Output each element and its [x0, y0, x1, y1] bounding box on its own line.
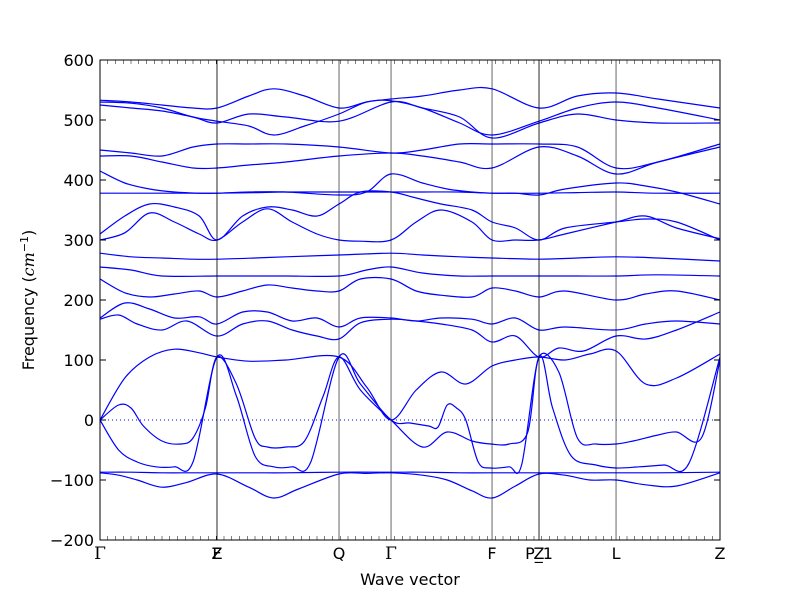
- y-tick-label-2: 0: [84, 411, 94, 430]
- x-axis-label: Wave vector: [360, 570, 460, 589]
- y-tick-label-3: 100: [63, 351, 94, 370]
- x-tick-label-2: F: [212, 544, 221, 563]
- phonon-branch-15: [99, 146, 721, 175]
- x-tick-label-7: Z: [534, 544, 545, 563]
- y-axis-label-suffix: ): [19, 230, 38, 236]
- phonon-branch-4: [99, 353, 721, 475]
- plot-frame: [99, 59, 721, 541]
- phonon-branch-5: [99, 348, 721, 421]
- phonon-branch-14: [99, 170, 721, 205]
- phonon-branch-18: [99, 86, 721, 110]
- series-lines: [99, 86, 721, 499]
- y-axis-label-unit: cm: [19, 252, 38, 276]
- x-tick-label-4: Γ: [385, 544, 397, 564]
- y-axis-label-prefix: Frequency (: [19, 276, 38, 370]
- y-tick-label-7: 500: [63, 111, 94, 130]
- x-tick-label-0: Γ: [94, 544, 106, 564]
- y-tick-label-8: 600: [63, 51, 94, 70]
- phonon-branch-12: [99, 190, 721, 241]
- phonon-branch-6: [99, 311, 721, 358]
- x-tick-label-8: L: [612, 544, 621, 563]
- x-tick-label-9: Z: [715, 544, 726, 563]
- x-tick-label-6: P_1: [525, 544, 553, 564]
- phonon-branch-7: [99, 302, 721, 331]
- y-axis-label: Frequency (cm−1): [18, 230, 38, 371]
- y-tick-label-6: 400: [63, 171, 94, 190]
- kpoint-divider-lines: [216, 60, 617, 540]
- phonon-branch-11: [99, 208, 721, 243]
- x-tick-label-3: Q: [333, 544, 346, 563]
- phonon-branch-1: [99, 472, 721, 499]
- phonon-branch-19: [99, 99, 721, 136]
- y-axis-label-exponent: −1: [18, 236, 31, 252]
- phonon-branch-9: [99, 266, 721, 278]
- phonon-branch-8: [99, 276, 721, 301]
- phonon-branch-10: [99, 252, 721, 262]
- phonon-branch-17: [99, 100, 721, 139]
- y-tick-label-5: 300: [63, 231, 94, 250]
- y-axis-ticks: −200 −100 0 100 200 300 400 500 600: [50, 51, 720, 550]
- y-tick-label-1: −100: [50, 471, 94, 490]
- y-tick-label-0: −200: [50, 531, 94, 550]
- y-tick-label-4: 200: [63, 291, 94, 310]
- x-axis-ticks: Γ ZF Q Γ F P_1Z L Z: [94, 60, 726, 564]
- phonon-branch-16: [99, 142, 721, 170]
- phonon-branch-2: [99, 471, 721, 474]
- x-tick-label-1: Z: [212, 544, 223, 563]
- x-tick-label-5: F: [487, 544, 496, 563]
- phonon-branch-3: [99, 352, 721, 449]
